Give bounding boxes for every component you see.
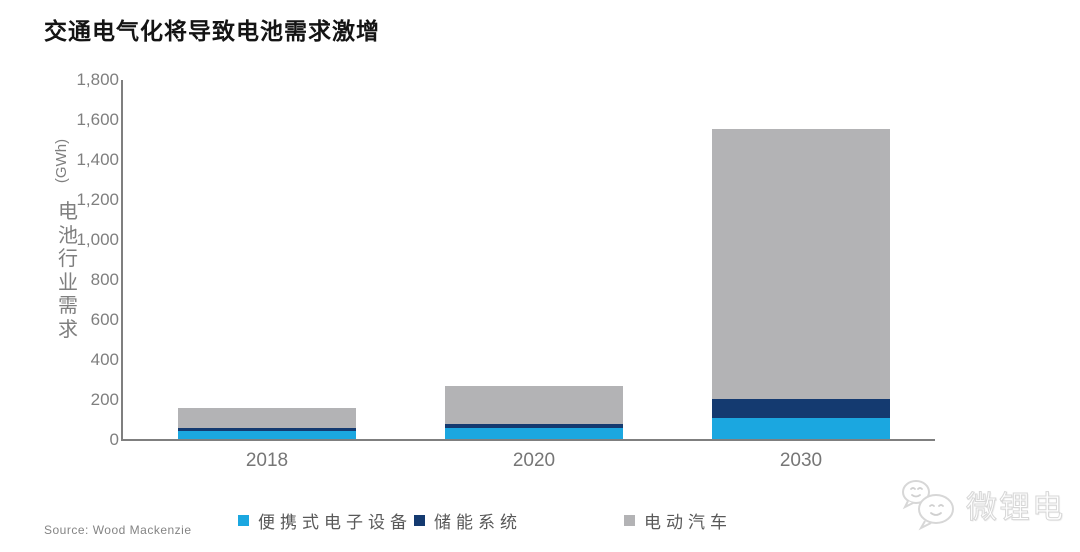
wechat-bubbles-icon xyxy=(902,480,954,531)
y-axis-title-char: 池 xyxy=(58,224,78,247)
y-axis-title-char: 业 xyxy=(58,271,78,294)
legend-swatch-portable xyxy=(238,515,249,526)
y-axis-title-char: 求 xyxy=(58,318,78,341)
y-tick-label: 1,200 xyxy=(76,190,119,209)
bar-segment-ev-2030 xyxy=(712,129,890,399)
x-tick-label-2020: 2020 xyxy=(512,450,556,471)
y-axis-line xyxy=(121,80,123,440)
legend-swatch-storage xyxy=(414,515,425,526)
source-note: Source: Wood Mackenzie xyxy=(44,523,192,537)
x-tick-label-2018: 2018 xyxy=(245,450,289,471)
legend-label: 储能系统 xyxy=(434,513,522,532)
y-axis-title-char: 行 xyxy=(58,248,78,270)
y-tick-label: 200 xyxy=(90,390,119,409)
bar-segment-portable-2018 xyxy=(178,431,356,440)
y-tick-label: 600 xyxy=(90,310,119,329)
legend-item-portable: 便携式电子设备 xyxy=(238,508,412,533)
y-tick-label: 800 xyxy=(90,270,119,289)
legend-swatch-ev xyxy=(624,515,635,526)
x-axis-line xyxy=(121,439,935,441)
plot-area xyxy=(123,80,933,440)
y-tick-label: 1,600 xyxy=(76,110,119,129)
stacked-bar-2030 xyxy=(712,129,890,440)
y-tick-label: 1,400 xyxy=(76,150,119,169)
chart-title: 交通电气化将导致电池需求激增 xyxy=(44,18,380,44)
y-axis-title-char: 需 xyxy=(58,295,78,317)
legend-item-storage: 储能系统 xyxy=(414,508,522,533)
watermark-text: 微锂电 xyxy=(966,489,1065,525)
bar-segment-storage-2018 xyxy=(178,428,356,431)
y-tick-label: 1,000 xyxy=(76,230,119,249)
legend-label: 电动汽车 xyxy=(644,513,732,532)
stacked-bar-2018 xyxy=(178,408,356,440)
watermark: 微锂电 xyxy=(898,477,1065,531)
bar-segment-portable-2020 xyxy=(445,428,623,440)
y-tick-label: 0 xyxy=(109,430,119,449)
y-tick-label: 1,800 xyxy=(76,70,119,89)
x-tick-label-2030: 2030 xyxy=(779,450,823,471)
bar-segment-ev-2020 xyxy=(445,386,623,424)
legend-item-ev: 电动汽车 xyxy=(624,508,732,533)
y-tick-label: 400 xyxy=(90,350,119,369)
y-axis-title-char: 电 xyxy=(58,201,78,223)
bar-segment-storage-2020 xyxy=(445,424,623,428)
y-axis-title: 电池行业需求 xyxy=(56,201,80,342)
stacked-bar-2020 xyxy=(445,386,623,440)
bar-segment-ev-2018 xyxy=(178,408,356,428)
legend-label: 便携式电子设备 xyxy=(258,513,412,532)
bar-segment-portable-2030 xyxy=(712,418,890,440)
bar-segment-storage-2030 xyxy=(712,399,890,418)
